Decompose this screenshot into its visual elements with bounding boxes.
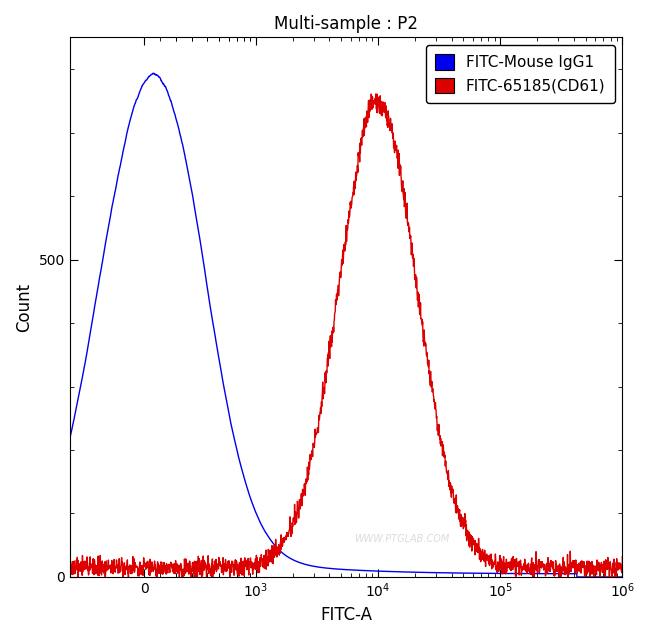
Legend: FITC-Mouse IgG1, FITC-65185(CD61): FITC-Mouse IgG1, FITC-65185(CD61) (426, 45, 615, 103)
Y-axis label: Count: Count (15, 282, 33, 332)
Title: Multi-sample : P2: Multi-sample : P2 (274, 15, 418, 33)
X-axis label: FITC-A: FITC-A (320, 606, 372, 624)
Text: WWW.PTGLAB.COM: WWW.PTGLAB.COM (354, 534, 449, 544)
